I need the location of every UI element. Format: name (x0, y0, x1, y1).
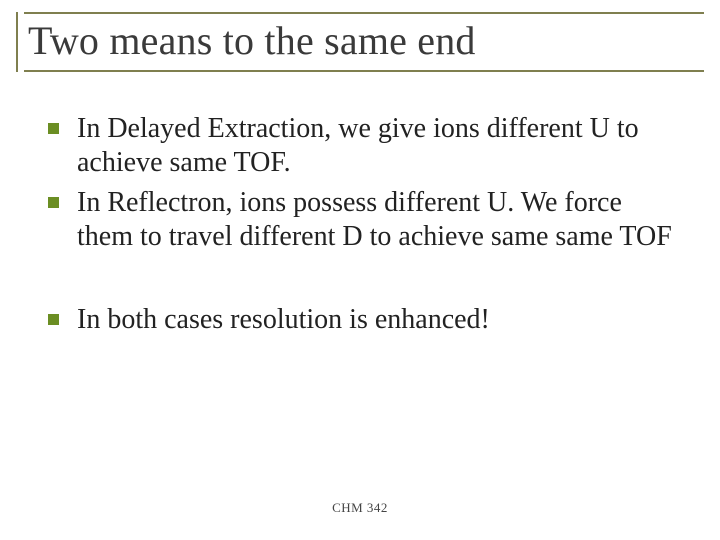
slide-body: In Delayed Extraction, we give ions diff… (48, 112, 672, 343)
slide-title: Two means to the same end (24, 14, 480, 72)
bullet-square-icon (48, 314, 59, 325)
bullet-square-icon (48, 123, 59, 134)
list-item: In Reflectron, ions possess different U.… (48, 186, 672, 254)
bullet-text: In both cases resolution is enhanced! (77, 303, 490, 337)
list-item: In Delayed Extraction, we give ions diff… (48, 112, 672, 180)
title-block: Two means to the same end (16, 12, 704, 72)
bullet-text: In Reflectron, ions possess different U.… (77, 186, 672, 254)
title-row: Two means to the same end (16, 14, 704, 72)
slide-footer: CHM 342 (0, 500, 720, 516)
bullet-square-icon (48, 197, 59, 208)
list-item: In both cases resolution is enhanced! (48, 303, 672, 337)
title-rule-bottom (24, 70, 704, 72)
bullet-text: In Delayed Extraction, we give ions diff… (77, 112, 672, 180)
slide: Two means to the same end In Delayed Ext… (0, 0, 720, 540)
